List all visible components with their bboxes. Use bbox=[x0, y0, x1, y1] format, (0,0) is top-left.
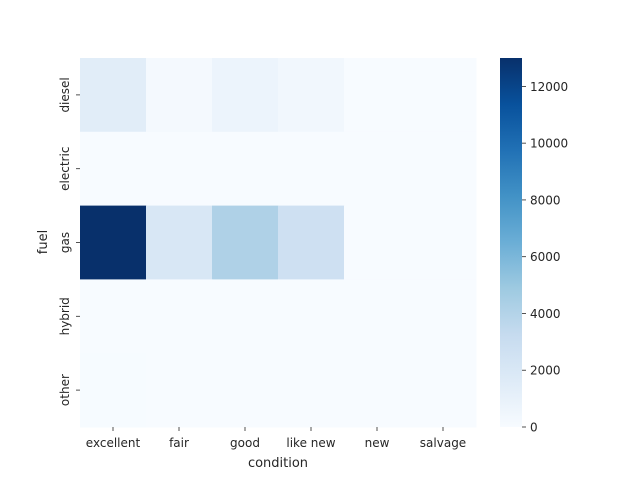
heatmap-cells bbox=[80, 58, 477, 428]
colorbar-tick-label: 2000 bbox=[530, 364, 561, 378]
heatmap-cell bbox=[212, 279, 279, 354]
heatmap-cell bbox=[410, 279, 477, 354]
colorbar-tick-label: 12000 bbox=[530, 80, 568, 94]
colorbar-ticks: 0 2000 4000 6000 8000 10000 12000 bbox=[522, 80, 568, 435]
colorbar-tick-label: 8000 bbox=[530, 193, 561, 207]
heatmap-cell bbox=[278, 353, 345, 428]
heatmap-cell bbox=[344, 131, 411, 207]
heatmap-cell bbox=[80, 58, 147, 133]
heatmap-cell bbox=[278, 131, 345, 207]
heatmap-cell bbox=[80, 279, 147, 354]
heatmap-cell bbox=[410, 58, 477, 133]
heatmap-cell bbox=[278, 205, 345, 280]
heatmap-cell bbox=[344, 279, 411, 354]
x-tick-label: fair bbox=[169, 436, 189, 450]
heatmap-cell bbox=[146, 58, 213, 133]
y-axis-label: fuel bbox=[36, 230, 51, 254]
colorbar-tick-label: 0 bbox=[530, 421, 538, 435]
heatmap-cell bbox=[344, 353, 411, 428]
heatmap-cell bbox=[212, 353, 279, 428]
heatmap-cell bbox=[410, 353, 477, 428]
heatmap-cell bbox=[212, 205, 279, 280]
heatmap-cell bbox=[278, 279, 345, 354]
x-tick-label: like new bbox=[286, 436, 335, 450]
x-tick-label: salvage bbox=[420, 436, 466, 450]
heatmap-cell bbox=[278, 58, 345, 133]
x-axis-ticks: excellent fair good like new new salvage bbox=[86, 427, 466, 450]
x-axis-label: condition bbox=[248, 456, 308, 471]
heatmap-cell bbox=[146, 353, 213, 428]
x-tick-label: good bbox=[230, 436, 260, 450]
y-tick-label: electric bbox=[58, 147, 72, 191]
y-tick-label: diesel bbox=[58, 77, 72, 112]
y-axis-ticks: diesel electric gas hybrid other bbox=[58, 77, 80, 406]
heatmap-cell bbox=[344, 205, 411, 280]
heatmap-cell bbox=[212, 58, 279, 133]
heatmap-cell bbox=[344, 58, 411, 133]
heatmap-cell bbox=[212, 131, 279, 207]
heatmap-cell bbox=[410, 131, 477, 207]
y-tick-label: other bbox=[58, 374, 72, 406]
colorbar-tick-label: 10000 bbox=[530, 137, 568, 151]
colorbar-tick-label: 6000 bbox=[530, 250, 561, 264]
heatmap-cell bbox=[410, 205, 477, 280]
heatmap-cell bbox=[80, 353, 147, 428]
heatmap-cell bbox=[146, 279, 213, 354]
x-tick-label: excellent bbox=[86, 436, 141, 450]
heatmap-cell bbox=[80, 131, 147, 207]
heatmap-cell bbox=[146, 205, 213, 280]
x-tick-label: new bbox=[365, 436, 390, 450]
y-tick-label: gas bbox=[58, 232, 72, 253]
colorbar bbox=[500, 58, 522, 427]
colorbar-tick-label: 4000 bbox=[530, 307, 561, 321]
heatmap-cell bbox=[80, 205, 147, 280]
y-tick-label: hybrid bbox=[58, 297, 72, 335]
heatmap-cell bbox=[146, 131, 213, 207]
